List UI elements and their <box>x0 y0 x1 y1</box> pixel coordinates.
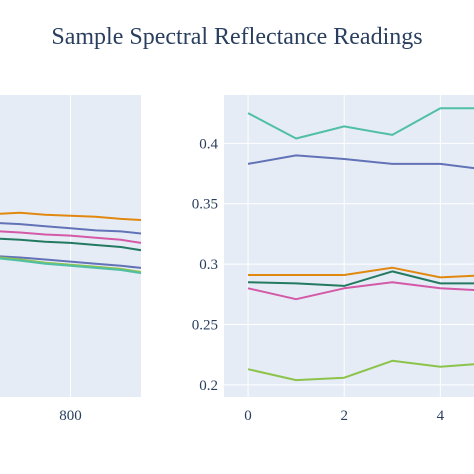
x-tick-label: 4 <box>437 408 445 424</box>
series-group <box>247 107 474 382</box>
series-group <box>0 211 141 275</box>
series-line-2 <box>247 154 474 170</box>
left-subplot: 800 <box>0 95 141 424</box>
series-line-6 <box>247 359 474 382</box>
series-line-2 <box>0 222 141 235</box>
series-line-3 <box>248 266 474 279</box>
series-line-5 <box>0 255 141 269</box>
right-subplot: 0 2 4 0.2 0.25 0.3 0.35 0.4 <box>192 95 474 424</box>
series-line-1 <box>0 211 141 221</box>
y-tick-label: 0.2 <box>199 378 218 394</box>
series-line-4 <box>247 270 474 287</box>
series-line-5 <box>247 281 474 301</box>
series-line-1 <box>247 107 474 140</box>
y-tick-label: 0.4 <box>199 136 218 152</box>
y-tick-label: 0.35 <box>192 197 218 213</box>
series-line-6 <box>0 256 141 273</box>
chart-title: Sample Spectral Reflectance Readings <box>51 24 423 50</box>
series-line-4 <box>0 237 141 252</box>
series-line-3 <box>0 230 141 244</box>
series-line-7 <box>0 257 141 275</box>
plot-area <box>224 95 474 397</box>
y-tick-label: 0.3 <box>199 257 218 273</box>
x-tick-label: 0 <box>244 408 252 424</box>
gridlines <box>224 95 474 397</box>
x-tick-label: 2 <box>340 408 348 424</box>
y-tick-label: 0.25 <box>192 318 218 334</box>
x-tick-label: 800 <box>59 408 82 424</box>
